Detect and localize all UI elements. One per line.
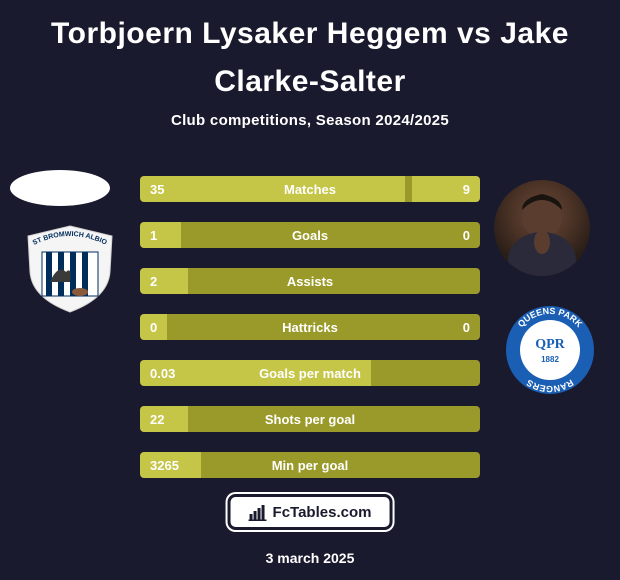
stat-label: Matches bbox=[140, 182, 480, 197]
stat-label: Goals bbox=[140, 228, 480, 243]
stat-label: Assists bbox=[140, 274, 480, 289]
page-title: Torbjoern Lysaker Heggem vs Jake Clarke-… bbox=[0, 0, 620, 106]
stat-row: 3265Min per goal bbox=[140, 452, 480, 478]
stat-value-right: 0 bbox=[463, 320, 470, 335]
stat-label: Min per goal bbox=[140, 458, 480, 473]
stat-label: Goals per match bbox=[140, 366, 480, 381]
player-left-avatar bbox=[10, 170, 110, 206]
brand-text: FcTables.com bbox=[273, 504, 372, 521]
stat-value-right: 0 bbox=[463, 228, 470, 243]
stat-row: 22Shots per goal bbox=[140, 406, 480, 432]
date-label: 3 march 2025 bbox=[0, 550, 620, 566]
stat-value-right: 9 bbox=[463, 182, 470, 197]
stat-row: 2Assists bbox=[140, 268, 480, 294]
stat-label: Shots per goal bbox=[140, 412, 480, 427]
subtitle: Club competitions, Season 2024/2025 bbox=[0, 112, 620, 129]
bar-chart-icon bbox=[249, 503, 267, 521]
stat-row: 0.03Goals per match bbox=[140, 360, 480, 386]
stat-row: 0Hattricks0 bbox=[140, 314, 480, 340]
player-right-avatar bbox=[494, 180, 590, 276]
stat-row: 35Matches9 bbox=[140, 176, 480, 202]
stat-label: Hattricks bbox=[140, 320, 480, 335]
club-right-year: 1882 bbox=[541, 355, 559, 364]
svg-text:QPR: QPR bbox=[535, 337, 565, 352]
club-right-logo: QUEENS PARK RANGERS QPR 1882 bbox=[500, 304, 600, 396]
brand-badge: FcTables.com bbox=[228, 494, 393, 530]
stat-row: 1Goals0 bbox=[140, 222, 480, 248]
club-left-logo: EST BROMWICH ALBION bbox=[20, 222, 120, 314]
stats-table: 35Matches91Goals02Assists0Hattricks00.03… bbox=[140, 176, 480, 498]
